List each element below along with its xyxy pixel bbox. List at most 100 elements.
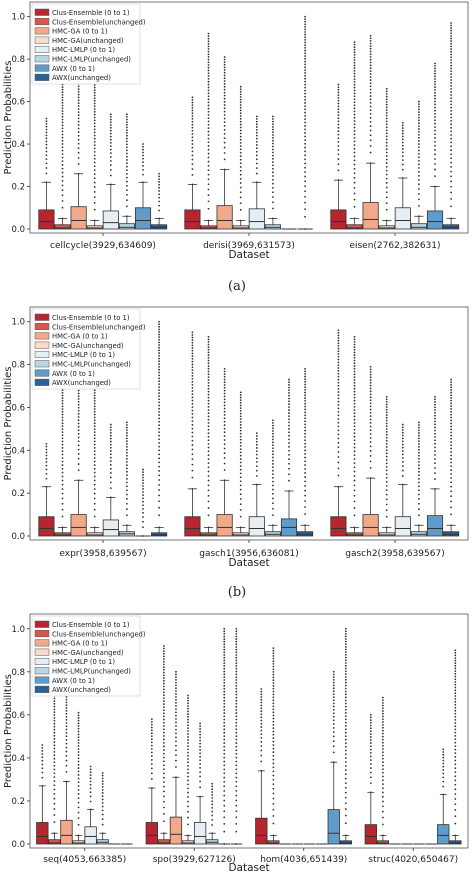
outlier-point xyxy=(255,128,258,131)
outlier-point xyxy=(199,775,202,778)
outlier-point xyxy=(223,785,226,788)
outlier-point xyxy=(77,748,80,750)
outlier-point xyxy=(239,488,242,491)
outlier-point xyxy=(304,135,307,138)
outlier-point xyxy=(207,335,210,338)
outlier-point xyxy=(272,690,275,693)
outlier-point xyxy=(337,461,340,464)
outlier-point xyxy=(353,140,356,143)
outlier-point xyxy=(223,830,226,833)
outlier-point xyxy=(369,721,372,724)
outlier-point xyxy=(434,426,436,429)
box-6 xyxy=(118,223,135,230)
outlier-point xyxy=(353,59,356,62)
outlier-point xyxy=(223,843,226,845)
outlier-point xyxy=(45,448,48,451)
outlier-point xyxy=(109,434,112,437)
outlier-point xyxy=(369,422,372,424)
outlier-point xyxy=(272,724,275,726)
outlier-point xyxy=(199,759,202,762)
outlier-point xyxy=(454,803,457,806)
outlier-point xyxy=(199,728,202,730)
x-tick-label: struc(4020,650467) xyxy=(368,855,458,865)
outlier-point xyxy=(126,113,128,116)
box-2 xyxy=(54,532,71,537)
outlier-point xyxy=(381,707,384,710)
outlier-point xyxy=(207,484,210,487)
outlier-point xyxy=(337,451,340,453)
outlier-point xyxy=(381,791,384,794)
outlier-point xyxy=(235,662,238,665)
outlier-point xyxy=(369,411,372,414)
outlier-point xyxy=(385,422,388,425)
box-8 xyxy=(151,532,168,537)
outlier-point xyxy=(162,800,165,803)
outlier-point xyxy=(418,174,420,177)
outlier-point xyxy=(385,414,388,416)
outlier-point xyxy=(337,400,340,403)
outlier-point xyxy=(223,648,226,651)
outlier-point xyxy=(369,82,372,85)
outlier-point xyxy=(150,772,153,775)
outlier-point xyxy=(191,427,194,430)
outlier-point xyxy=(353,466,356,469)
outlier-point xyxy=(207,95,210,98)
outlier-point xyxy=(77,725,80,727)
outlier-point xyxy=(61,206,64,209)
outlier-point xyxy=(158,383,161,386)
outlier-point xyxy=(187,727,189,730)
outlier-point xyxy=(454,783,457,786)
outlier-point xyxy=(207,69,210,72)
outlier-point xyxy=(175,678,177,681)
outlier-point xyxy=(77,777,80,780)
outlier-point xyxy=(101,823,104,826)
outlier-point xyxy=(337,91,340,94)
outlier-point xyxy=(401,460,404,463)
outlier-point xyxy=(207,399,210,402)
outlier-point xyxy=(223,420,226,423)
outlier-point xyxy=(109,476,112,479)
outlier-point xyxy=(207,526,210,529)
outlier-point xyxy=(126,123,128,126)
outlier-point xyxy=(272,787,275,790)
outlier-point xyxy=(353,376,356,379)
outlier-point xyxy=(93,488,96,490)
outlier-point xyxy=(223,772,226,775)
outlier-point xyxy=(207,450,210,453)
outlier-point xyxy=(89,791,92,794)
outlier-point xyxy=(207,134,210,136)
outlier-point xyxy=(353,470,356,473)
outlier-point xyxy=(239,418,242,421)
outlier-point xyxy=(353,384,356,387)
outlier-point xyxy=(126,498,128,500)
outlier-point xyxy=(337,153,340,156)
x-tick-label: cellcycle(3929,634609) xyxy=(50,241,156,251)
outlier-point xyxy=(93,437,96,440)
outlier-point xyxy=(77,711,80,714)
outlier-point xyxy=(150,787,153,789)
box-2 xyxy=(200,532,217,537)
outlier-point xyxy=(434,149,436,151)
outlier-point xyxy=(207,35,210,38)
outlier-point xyxy=(207,40,210,43)
outlier-point xyxy=(162,677,165,679)
box-4 xyxy=(86,532,103,537)
outlier-point xyxy=(304,23,307,26)
outlier-point xyxy=(385,155,388,157)
legend-label: HMC-LMLP (0 to 1) xyxy=(52,46,115,54)
outlier-point xyxy=(93,515,96,518)
outlier-point xyxy=(369,34,372,37)
outlier-point xyxy=(109,135,112,138)
outlier-point xyxy=(211,818,214,821)
outlier-point xyxy=(45,454,48,457)
outlier-point xyxy=(223,684,226,687)
outlier-point xyxy=(450,444,453,447)
outlier-point xyxy=(162,718,165,721)
outlier-point xyxy=(344,651,347,654)
outlier-point xyxy=(109,429,112,431)
outlier-point xyxy=(332,723,335,725)
outlier-point xyxy=(41,767,44,770)
outlier-point xyxy=(191,420,194,423)
outlier-point xyxy=(223,370,226,373)
outlier-point xyxy=(272,432,274,435)
